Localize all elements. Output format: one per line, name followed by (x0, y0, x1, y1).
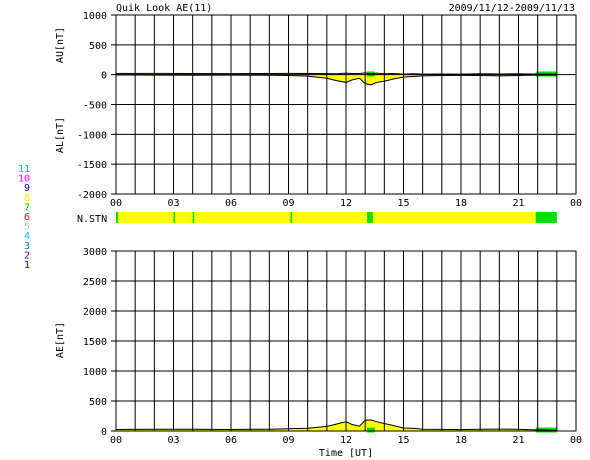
x-tick-label: 18 (455, 198, 467, 209)
al-y-label: AL[nT] (55, 117, 66, 153)
x-tick-label: 15 (397, 435, 409, 446)
nstn-base (116, 212, 557, 223)
nstn-segments (116, 212, 557, 223)
x-axis-label: Time [UT] (319, 448, 373, 459)
nstn-segment (192, 212, 195, 223)
au-line (115, 72, 557, 75)
ae-y-ticks: 3000 2500 2000 1500 1000 500 0 (83, 247, 116, 438)
x-tick-label: 18 (455, 435, 467, 446)
x-tick-label: 00 (110, 198, 122, 209)
x-tick-label: 00 (570, 198, 582, 209)
legend-count-label: 5 (24, 222, 30, 233)
y-tick-label: 1000 (83, 11, 107, 22)
x-tick-label: 09 (282, 435, 294, 446)
nstn-bar: N.STN (77, 212, 557, 225)
x-tick-label: 12 (340, 435, 352, 446)
legend-count-label: 9 (24, 183, 30, 194)
au-al-fill (115, 71, 557, 86)
x-tick-label: 06 (225, 435, 237, 446)
legend-count-label: 6 (24, 212, 30, 223)
al-area (116, 74, 557, 85)
ae-panel: 3000 2500 2000 1500 1000 500 0 AE[nT] (55, 247, 577, 438)
nstn-label: N.STN (77, 214, 107, 225)
nstn-segment (367, 212, 373, 223)
x-tick-label: 21 (512, 198, 524, 209)
ae-fill (115, 419, 557, 433)
y-tick-label: 3000 (83, 247, 107, 258)
x-tick-label: 00 (110, 435, 122, 446)
x-tick-label: 09 (282, 198, 294, 209)
y-tick-label: 2000 (83, 307, 107, 318)
y-tick-label: -1000 (77, 130, 107, 141)
au-y-label: AU[nT] (55, 27, 66, 63)
legend-count-label: 7 (24, 202, 30, 213)
legend-count-label: 8 (24, 193, 30, 204)
x-tick-label: 21 (512, 435, 524, 446)
au-al-grid (115, 14, 577, 195)
nstn-segment (535, 212, 557, 223)
ae-grid (115, 250, 577, 432)
x-tick-label: 03 (167, 435, 179, 446)
y-tick-label: -2000 (77, 190, 107, 201)
y-tick-label: 1500 (83, 337, 107, 348)
legend-count-label: 10 (18, 174, 30, 185)
date-range: 2009/11/12-2009/11/13 (449, 3, 575, 14)
y-tick-label: -1500 (77, 160, 107, 171)
green-interval (367, 427, 375, 433)
ae-y-label: AE[nT] (55, 322, 66, 358)
x-tick-label: 06 (225, 198, 237, 209)
legend-count-label: 1 (24, 260, 30, 271)
x-tick-label: 03 (167, 198, 179, 209)
au-al-panel: 1000 500 0 -500 -1000 -1500 -2000 AU[nT] AL[nT… (55, 11, 577, 201)
x-tick-labels-middle: 00 03 06 09 12 15 18 21 00 (110, 198, 582, 209)
ae-area (116, 419, 557, 431)
x-tick-label: 15 (397, 198, 409, 209)
nstn-segment (290, 212, 292, 223)
y-tick-label: 2500 (83, 277, 107, 288)
nstn-segment (173, 212, 176, 223)
legend-count-label: 2 (24, 250, 30, 261)
y-tick-label: 0 (101, 427, 107, 438)
y-tick-label: -500 (83, 101, 107, 112)
ae-line (115, 419, 557, 431)
x-tick-label: 00 (570, 435, 582, 446)
y-tick-label: 0 (101, 71, 107, 82)
x-tick-label: 12 (340, 198, 352, 209)
chart-title: Quik Look AE(11) (116, 3, 212, 14)
al-line (115, 74, 557, 86)
legend-count-label: 3 (24, 241, 30, 252)
y-tick-label: 1000 (83, 367, 107, 378)
nstn-segment (116, 212, 118, 223)
x-tick-labels-bottom: 00 03 06 09 12 15 18 21 00 (110, 435, 582, 446)
y-tick-label: 500 (89, 41, 107, 52)
legend-count-label: 4 (24, 231, 30, 242)
legend-count-label: 11 (18, 164, 30, 175)
au-al-y-ticks: 1000 500 0 -500 -1000 -1500 -2000 (77, 11, 116, 201)
y-tick-label: 500 (89, 397, 107, 408)
